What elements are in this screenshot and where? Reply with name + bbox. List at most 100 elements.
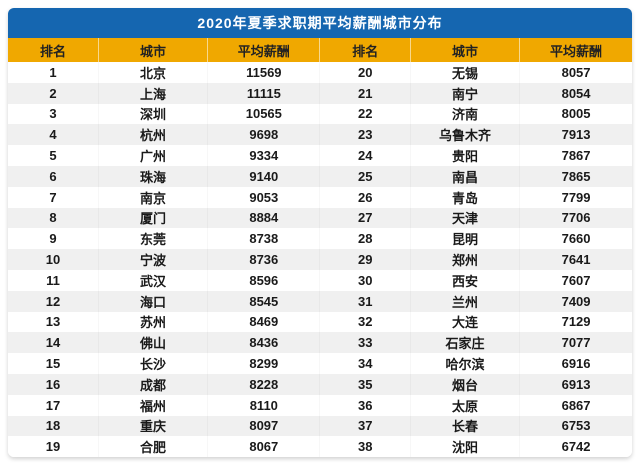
city-cell: 南京 [98,187,207,208]
city-cell: 佛山 [98,332,207,353]
salary-cell: 8054 [561,85,591,101]
city-cell: 海口 [98,291,207,312]
salary-cell: 8545 [208,291,320,312]
salary-cell: 11115 [208,83,320,104]
rank-cell: 38 [320,436,410,457]
column-header-salary-left: 平均薪酬 [207,38,321,62]
rank-cell: 23 [320,124,410,145]
rank-cell: 3 [8,104,98,125]
salary-cell: 6753 [561,418,591,434]
table-row: 14 佛山 8436 33 石家庄 7077 [8,332,632,354]
column-header-rank-left: 排名 [8,38,99,62]
salary-cell: 8436 [208,332,320,353]
salary-cell: 8005 [561,106,591,122]
table-row: 7 南京 9053 26 青岛 7799 [8,186,632,208]
city-cell: 济南 [410,104,519,125]
city-cell: 上海 [98,83,207,104]
salary-cell: 8469 [208,312,320,333]
city-cell: 东莞 [98,228,207,249]
rank-cell: 30 [320,270,410,291]
city-cell: 厦门 [98,208,207,229]
city-cell: 郑州 [410,249,519,270]
rank-cell: 33 [320,332,410,353]
rank-cell: 27 [320,208,410,229]
city-cell: 乌鲁木齐 [410,124,519,145]
page-title: 2020年夏季求职期平均薪酬城市分布 [8,8,632,38]
column-header-salary-right: 平均薪酬 [550,43,603,59]
city-cell: 太原 [410,395,519,416]
city-cell: 长沙 [98,353,207,374]
city-cell: 广州 [98,145,207,166]
rank-cell: 26 [320,187,410,208]
salary-cell: 7077 [561,335,591,351]
rank-cell: 14 [8,332,98,353]
column-header-city-right: 城市 [410,38,521,62]
city-cell: 石家庄 [410,332,519,353]
rank-cell: 12 [8,291,98,312]
table-row: 5 广州 9334 24 贵阳 7867 [8,145,632,166]
city-cell: 无锡 [410,62,519,83]
city-cell: 苏州 [98,312,207,333]
city-cell: 兰州 [410,291,519,312]
salary-cell: 9140 [208,166,320,187]
rank-cell: 24 [320,145,410,166]
city-cell: 合肥 [98,436,207,457]
salary-cell: 7867 [561,148,591,164]
salary-cell: 8097 [208,416,320,437]
city-cell: 长春 [410,416,519,437]
salary-cell: 6742 [561,439,591,455]
salary-cell: 8736 [208,249,320,270]
column-header-rank-right: 排名 [319,38,411,62]
salary-cell: 7706 [561,210,591,226]
rank-cell: 11 [8,270,98,291]
rank-cell: 25 [320,166,410,187]
table-row: 8 厦门 8884 27 天津 7706 [8,207,632,229]
salary-cell: 11569 [208,62,320,83]
rank-cell: 9 [8,228,98,249]
rank-cell: 6 [8,166,98,187]
rank-cell: 2 [8,83,98,104]
salary-cell: 7409 [561,293,591,309]
city-cell: 武汉 [98,270,207,291]
rank-cell: 4 [8,124,98,145]
city-cell: 重庆 [98,416,207,437]
rank-cell: 18 [8,416,98,437]
table-row: 2 上海 11115 21 南宁 8054 [8,82,632,104]
rank-cell: 36 [320,395,410,416]
table-row: 4 杭州 9698 23 乌鲁木齐 7913 [8,124,632,146]
city-cell: 杭州 [98,124,207,145]
table-row: 1 北京 11569 20 无锡 8057 [8,62,632,83]
rank-cell: 31 [320,291,410,312]
rank-cell: 19 [8,436,98,457]
rank-cell: 7 [8,187,98,208]
salary-cell: 7129 [561,314,591,330]
salary-cell: 7660 [561,231,591,247]
salary-cell: 8057 [561,64,591,80]
rank-cell: 16 [8,374,98,395]
salary-cell: 8228 [208,374,320,395]
salary-cell: 6916 [561,356,591,372]
table-row: 9 东莞 8738 28 昆明 7660 [8,228,632,250]
rank-cell: 21 [320,83,410,104]
salary-cell: 8596 [208,270,320,291]
table-row: 3 深圳 10565 22 济南 8005 [8,103,632,125]
city-cell: 昆明 [410,228,519,249]
rank-cell: 35 [320,374,410,395]
salary-table: 排名 城市 平均薪酬 排名 城市 平均薪酬 1 北京 11569 20 无锡 8057 2 上… [8,38,632,458]
city-cell: 深圳 [98,104,207,125]
rank-cell: 1 [8,62,98,83]
table-header: 排名 城市 平均薪酬 排名 城市 平均薪酬 [8,38,632,62]
salary-cell: 7865 [561,168,591,184]
table-row: 15 长沙 8299 34 哈尔滨 6916 [8,353,632,374]
city-cell: 青岛 [410,187,519,208]
rank-cell: 22 [320,104,410,125]
city-cell: 哈尔滨 [410,353,519,374]
table-row: 13 苏州 8469 32 大连 7129 [8,311,632,333]
city-cell: 贵阳 [410,145,519,166]
rank-cell: 32 [320,312,410,333]
table-row: 18 重庆 8097 37 长春 6753 [8,415,632,437]
salary-cell: 8110 [208,395,320,416]
rank-cell: 28 [320,228,410,249]
salary-cell: 7799 [561,189,591,205]
salary-cell: 8738 [208,228,320,249]
